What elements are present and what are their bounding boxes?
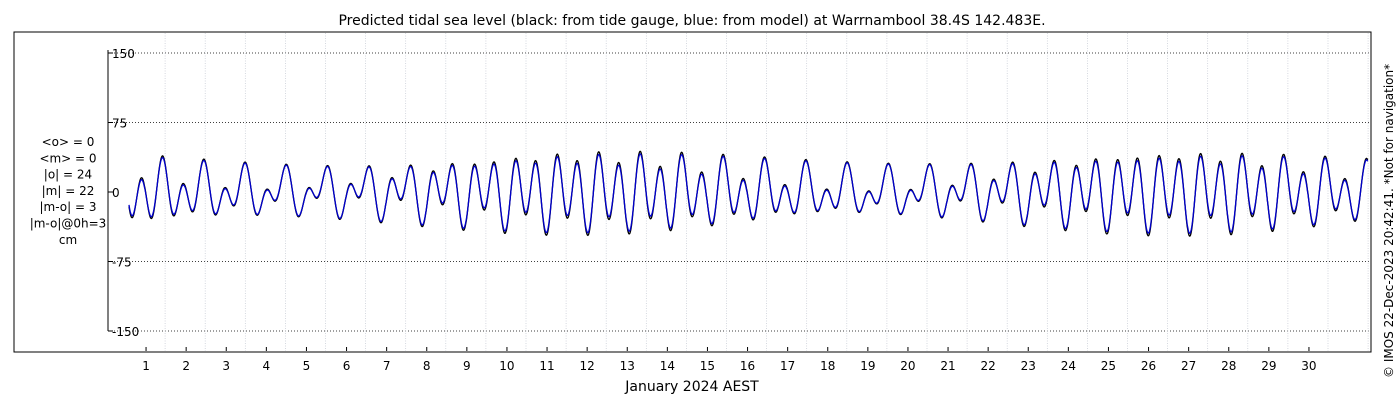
x-tick-label: 15 <box>700 359 715 373</box>
x-tick-label: 18 <box>820 359 835 373</box>
x-tick-label: 11 <box>539 359 554 373</box>
x-tick-label: 19 <box>860 359 875 373</box>
x-tick-label: 12 <box>580 359 595 373</box>
x-tick-label: 21 <box>940 359 955 373</box>
x-tick-label: 10 <box>499 359 514 373</box>
x-tick-label: 3 <box>222 359 230 373</box>
stats-annotation: <o> = 0 <m> = 0 |o| = 24 |m| = 22 |m-o| = 3 |… <box>30 135 107 247</box>
y-gridlines <box>108 52 1371 332</box>
stat-line: |o| = 24 <box>44 168 92 182</box>
credit-text: © IMOS 22-Dec-2023 20:42:41. *Not for na… <box>1382 64 1396 378</box>
x-tick-label: 4 <box>263 359 271 373</box>
x-axis-ticks: 1 2 3 4 5 6 7 8 9 10 11 12 13 14 15 16 17 18 19 20 21 22 23 24 2… <box>142 347 1317 373</box>
x-axis-label: January 2024 AEST <box>624 379 759 395</box>
y-axis-ticks: 150 75 0 -75 -150 <box>108 47 139 339</box>
x-tick-label: 1 <box>142 359 150 373</box>
x-tick-label: 29 <box>1261 359 1276 373</box>
y-tick-label: 0 <box>112 186 120 200</box>
x-tick-label: 24 <box>1061 359 1076 373</box>
x-tick-label: 25 <box>1101 359 1116 373</box>
x-tick-label: 28 <box>1221 359 1236 373</box>
stat-line: <m> = 0 <box>39 151 96 165</box>
x-tick-label: 6 <box>343 359 351 373</box>
y-tick-label: -150 <box>112 325 139 339</box>
chart-title: Predicted tidal sea level (black: from t… <box>338 13 1045 29</box>
x-gridlines <box>164 33 1369 351</box>
stat-line: |m| = 22 <box>42 184 95 198</box>
x-tick-label: 8 <box>423 359 431 373</box>
stat-line: cm <box>59 233 77 247</box>
x-tick-label: 16 <box>740 359 755 373</box>
y-tick-label: 150 <box>112 47 135 61</box>
stat-line: <o> = 0 <box>42 135 95 149</box>
stat-line: |m-o|@0h=3 <box>30 217 107 231</box>
x-tick-label: 9 <box>463 359 471 373</box>
series-group <box>128 150 1369 237</box>
x-tick-label: 14 <box>660 359 675 373</box>
x-tick-label: 23 <box>1021 359 1036 373</box>
x-tick-label: 17 <box>780 359 795 373</box>
y-tick-label: 75 <box>112 116 127 130</box>
y-tick-label: -75 <box>112 256 132 270</box>
x-tick-label: 26 <box>1141 359 1156 373</box>
x-tick-label: 22 <box>981 359 996 373</box>
x-tick-label: 5 <box>303 359 311 373</box>
x-tick-label: 2 <box>182 359 190 373</box>
series-line-model <box>128 153 1369 235</box>
plot-area <box>13 31 1372 353</box>
stat-line: |m-o| = 3 <box>40 200 97 214</box>
x-tick-label: 27 <box>1181 359 1196 373</box>
x-tick-label: 13 <box>620 359 635 373</box>
x-tick-label: 20 <box>900 359 915 373</box>
x-tick-label: 7 <box>383 359 391 373</box>
x-tick-label: 30 <box>1301 359 1316 373</box>
